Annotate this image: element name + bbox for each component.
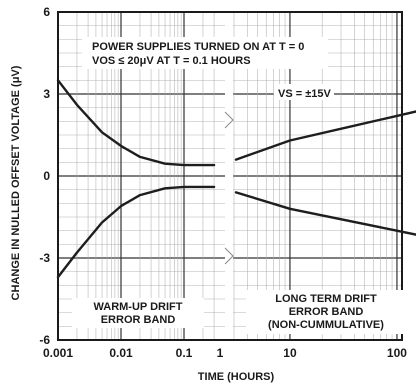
y-ticks: 6 3 0 -3 -6 [39,5,50,347]
y-tick-label: -6 [39,333,50,347]
annotation-power-supplies: POWER SUPPLIES TURNED ON AT T = 0 VOS ≤ … [82,37,328,69]
x-axis-label: TIME (HOURS) [198,371,275,383]
y-tick-label: -3 [39,251,50,265]
series-line-1 [56,79,216,167]
x-tick-label: 100 [387,346,407,360]
series-line-2 [56,185,216,279]
series-line-3 [234,110,416,161]
x-tick-label: 0.01 [109,346,133,360]
x-tick-label: 1 [217,346,224,360]
annotation-line: ERROR BAND [289,306,364,318]
annotation-longterm: LONG TERM DRIFT ERROR BAND (NON-CUMMULAT… [246,290,406,334]
x-tick-label: 0.001 [43,346,73,360]
y-tick-label: 0 [43,169,50,183]
y-axis-label: CHANGE IN NULLED OFFSET VOLTAGE (μV) [10,65,22,300]
x-tick-label: 0.1 [176,346,193,360]
y-tick-label: 3 [43,87,50,101]
annotation-line: LONG TERM DRIFT [275,293,377,305]
break-mark [224,247,234,265]
annotation-warmup: WARM-UP DRIFT ERROR BAND [72,298,204,328]
x-tick-label: 10 [283,346,297,360]
annotation-line: VS = ±15V [278,88,331,100]
annotation-line: POWER SUPPLIES TURNED ON AT T = 0 [92,41,304,53]
break-mark [224,111,234,129]
break-gap [225,13,233,339]
annotation-line: (NON-CUMMULATIVE) [268,319,384,331]
plot-frame [57,11,403,341]
series-line-4 [234,191,416,236]
chart-series [56,79,416,279]
annotation-line: ERROR BAND [101,314,176,326]
axis-break [224,13,234,339]
annotation-line: VOS ≤ 20μV AT T = 0.1 HOURS [92,55,251,67]
annotation-line: WARM-UP DRIFT [93,301,182,313]
annotation-vs: VS = ±15V [274,84,334,100]
y-tick-label: 6 [43,5,50,19]
